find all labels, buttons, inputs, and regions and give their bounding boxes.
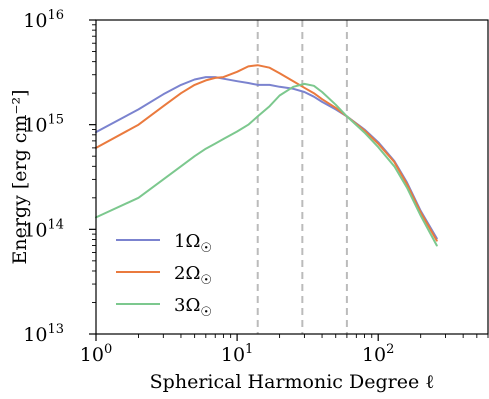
legend: 1Ω☉ 2Ω☉ 3Ω☉	[116, 231, 212, 320]
x-tick-label: 101	[221, 342, 253, 366]
x-tick-label: 100	[80, 342, 112, 366]
x-axis-label: Spherical Harmonic Degree ℓ	[150, 371, 435, 393]
y-tick-label: 1013	[23, 322, 64, 346]
legend-label: 3Ω☉	[174, 295, 212, 320]
y-tick-label: 1016	[23, 8, 64, 32]
y-tick-label: 1014	[23, 217, 64, 241]
series-line	[95, 82, 438, 247]
y-axis-label: Energy [erg cm⁻²]	[9, 89, 31, 264]
legend-label: 1Ω☉	[174, 231, 212, 256]
x-tick-label: 102	[362, 342, 394, 366]
series-line	[95, 76, 438, 240]
y-tick-label: 1015	[23, 113, 64, 137]
series-line	[95, 64, 438, 242]
legend-label: 2Ω☉	[174, 263, 212, 288]
plot-area-frame	[95, 19, 489, 335]
